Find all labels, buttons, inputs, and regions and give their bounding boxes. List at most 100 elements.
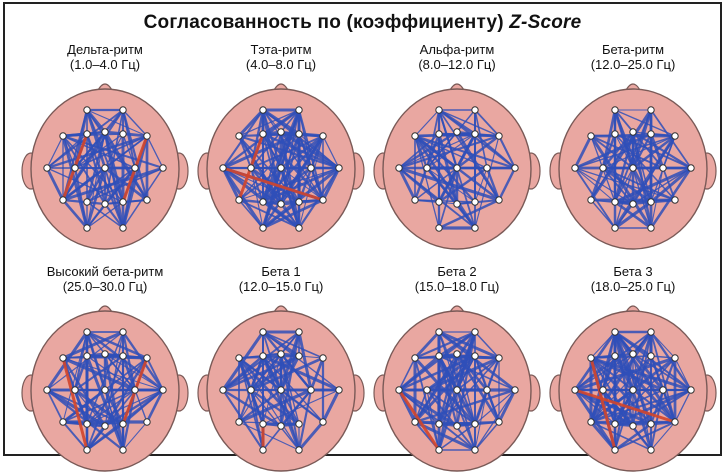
coherence-link xyxy=(474,389,516,451)
electrode xyxy=(101,128,109,136)
electrode xyxy=(295,130,303,138)
electrode xyxy=(295,198,303,206)
coherence-link xyxy=(602,167,634,205)
electrode xyxy=(495,132,503,140)
electrode xyxy=(495,354,503,362)
coherence-link xyxy=(279,134,325,170)
electrode xyxy=(453,200,461,208)
head-map xyxy=(549,83,717,250)
electrode xyxy=(647,130,655,138)
electrode xyxy=(611,328,619,336)
electrode xyxy=(295,106,303,114)
electrode xyxy=(647,328,655,336)
electrode xyxy=(295,420,303,428)
electrode xyxy=(435,130,443,138)
coherence-link xyxy=(574,167,616,203)
coherence-link xyxy=(474,355,500,359)
coherence-link xyxy=(414,109,440,137)
electrode xyxy=(647,224,655,232)
coherence-link xyxy=(426,389,476,425)
coherence-link xyxy=(74,389,106,427)
coherence-panel: Бета-ритм (12.0–25.0 Гц) xyxy=(547,42,719,252)
coherence-link xyxy=(103,202,125,230)
coherence-link xyxy=(297,330,313,392)
coherence-link xyxy=(73,388,125,426)
electrode xyxy=(659,164,667,172)
electrode xyxy=(247,164,255,172)
coherence-link xyxy=(426,389,476,451)
coherence-link xyxy=(590,421,652,451)
coherence-link xyxy=(86,109,148,137)
electrode xyxy=(511,164,519,172)
electrode xyxy=(671,354,679,362)
electrode xyxy=(159,386,167,394)
coherence-link xyxy=(631,166,653,204)
electrode xyxy=(219,386,227,394)
coherence-link xyxy=(237,388,283,424)
electrode xyxy=(319,132,327,140)
electrode xyxy=(83,328,91,336)
coherence-link xyxy=(238,353,282,423)
coherence-link xyxy=(250,135,324,169)
electrode xyxy=(101,386,109,394)
coherence-link xyxy=(632,389,692,427)
panel-band-name: Бета 1 xyxy=(261,264,301,279)
title-text: Согласованность по (коэффициенту) xyxy=(143,12,504,33)
coherence-link xyxy=(674,389,692,423)
electrode xyxy=(471,198,479,206)
electrode xyxy=(587,418,595,426)
coherence-link xyxy=(438,167,458,203)
electrode xyxy=(43,164,51,172)
coherence-link xyxy=(86,131,106,229)
coherence-link xyxy=(574,353,634,391)
coherence-link xyxy=(613,388,693,426)
head-map xyxy=(197,83,365,250)
coherence-link xyxy=(650,355,676,359)
coherence-link xyxy=(238,199,264,229)
electrode xyxy=(571,386,579,394)
coherence-link xyxy=(103,388,125,426)
electrode xyxy=(83,106,91,114)
coherence-link xyxy=(649,166,693,204)
coherence-panel: Высокий бета-ритм (25.0–30.0 Гц) xyxy=(19,264,191,474)
coherence-link xyxy=(398,133,476,169)
electrode xyxy=(335,164,343,172)
electrode xyxy=(511,386,519,394)
electrode xyxy=(59,354,67,362)
electrode xyxy=(259,420,267,428)
coherence-link xyxy=(61,388,107,424)
electrode xyxy=(471,328,479,336)
coherence-link xyxy=(397,130,459,170)
coherence-link xyxy=(426,167,476,203)
coherence-link xyxy=(86,423,124,451)
electrode xyxy=(143,132,151,140)
electrode xyxy=(159,164,167,172)
electrode xyxy=(411,132,419,140)
electrode xyxy=(395,164,403,172)
coherence-link xyxy=(601,132,617,170)
coherence-link xyxy=(590,357,634,427)
coherence-link xyxy=(601,166,653,204)
coherence-link xyxy=(613,134,677,230)
coherence-panel: Бета 3 (18.0–25.0 Гц) xyxy=(547,264,719,474)
panel-band-range: (4.0–8.0 Гц) xyxy=(245,57,317,72)
coherence-link xyxy=(104,167,124,229)
electrode xyxy=(647,106,655,114)
electrode xyxy=(131,164,139,172)
electrode xyxy=(247,386,255,394)
coherence-link xyxy=(297,388,313,452)
head-map xyxy=(197,305,365,472)
head-map xyxy=(21,305,189,472)
electrode xyxy=(71,164,79,172)
electrode xyxy=(235,196,243,204)
coherence-link xyxy=(397,354,477,392)
coherence-link xyxy=(73,354,89,392)
coherence-link xyxy=(238,167,282,201)
electrode xyxy=(471,352,479,360)
electrode xyxy=(471,224,479,232)
coherence-link xyxy=(398,357,416,391)
coherence-link xyxy=(103,388,165,428)
electrode xyxy=(453,386,461,394)
coherence-link xyxy=(321,388,341,424)
coherence-link xyxy=(398,389,476,451)
